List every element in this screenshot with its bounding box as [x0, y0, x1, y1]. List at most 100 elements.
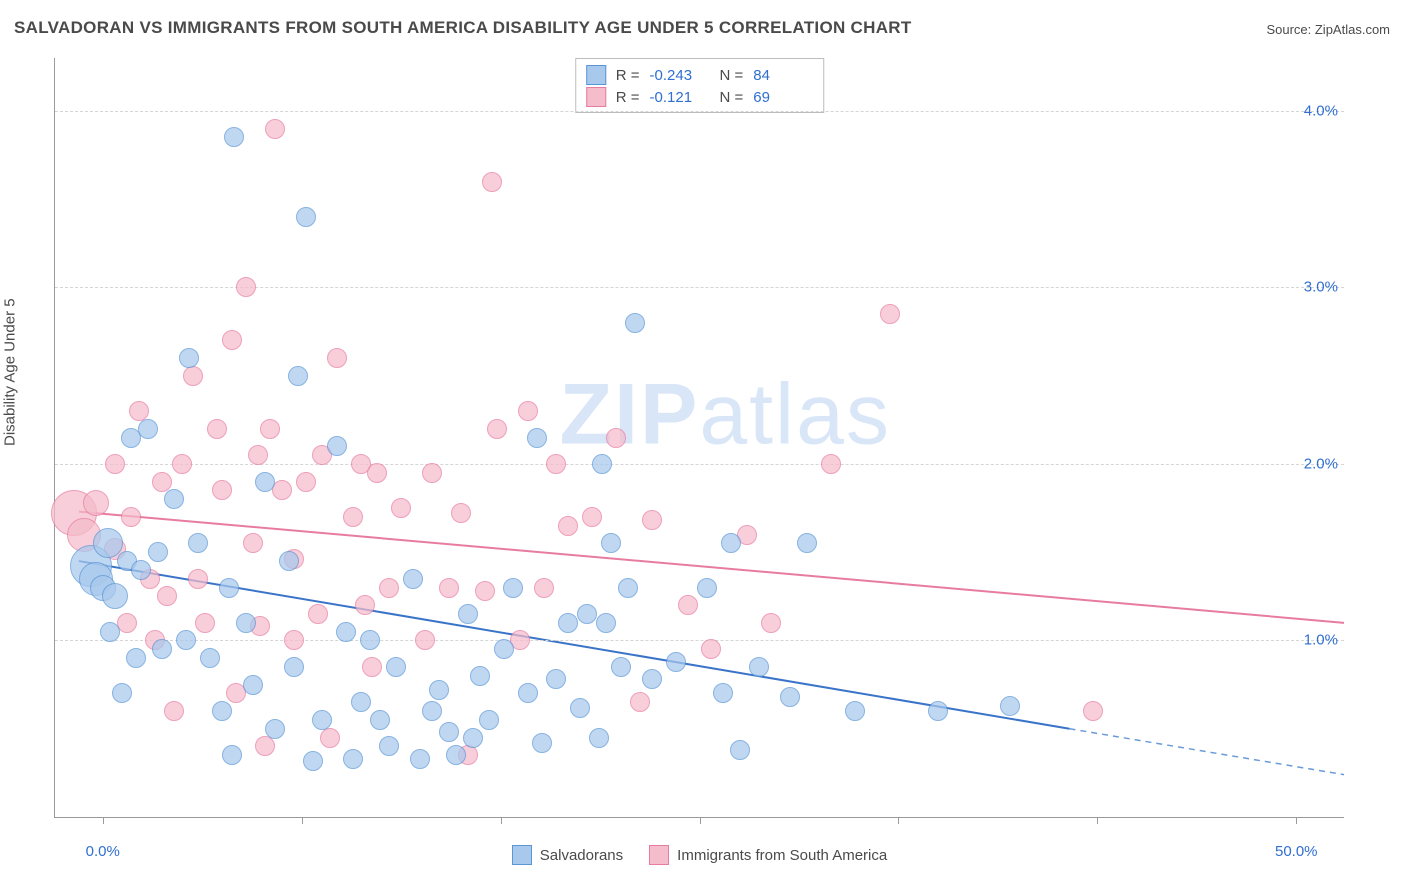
scatter-point — [678, 595, 698, 615]
scatter-point — [494, 639, 514, 659]
series-swatch — [512, 845, 532, 865]
scatter-point — [618, 578, 638, 598]
scatter-point — [630, 692, 650, 712]
scatter-point — [379, 578, 399, 598]
x-tick — [898, 817, 899, 824]
scatter-point — [183, 366, 203, 386]
scatter-point — [422, 463, 442, 483]
gridline — [55, 640, 1344, 641]
scatter-point — [761, 613, 781, 633]
scatter-point — [880, 304, 900, 324]
series-swatch — [586, 65, 606, 85]
scatter-point — [749, 657, 769, 677]
scatter-point — [83, 490, 109, 516]
scatter-point — [100, 622, 120, 642]
scatter-point — [596, 613, 616, 633]
scatter-point — [219, 578, 239, 598]
legend-row: R = -0.121 N = 69 — [586, 86, 814, 108]
legend-row: R = -0.243 N = 84 — [586, 64, 814, 86]
scatter-point — [296, 472, 316, 492]
x-tick-label: 50.0% — [1275, 843, 1318, 860]
bottom-legend: Salvadorans Immigrants from South Americ… — [55, 845, 1344, 865]
legend-item: Salvadorans — [512, 845, 623, 865]
series-swatch — [586, 87, 606, 107]
scatter-point — [207, 419, 227, 439]
scatter-point — [102, 583, 128, 609]
scatter-point — [255, 736, 275, 756]
scatter-point — [343, 507, 363, 527]
scatter-point — [701, 639, 721, 659]
scatter-point — [518, 401, 538, 421]
x-tick — [700, 817, 701, 824]
scatter-point — [121, 507, 141, 527]
scatter-point — [482, 172, 502, 192]
watermark: ZIPatlas — [560, 365, 891, 464]
scatter-point — [697, 578, 717, 598]
scatter-point — [532, 733, 552, 753]
scatter-point — [730, 740, 750, 760]
scatter-point — [179, 348, 199, 368]
scatter-point — [327, 348, 347, 368]
legend-item: Immigrants from South America — [649, 845, 887, 865]
scatter-point — [713, 683, 733, 703]
x-tick — [1097, 817, 1098, 824]
scatter-point — [176, 630, 196, 650]
scatter-point — [422, 701, 442, 721]
scatter-point — [845, 701, 865, 721]
scatter-point — [224, 127, 244, 147]
scatter-point — [255, 472, 275, 492]
scatter-point — [126, 648, 146, 668]
scatter-point — [589, 728, 609, 748]
scatter-point — [288, 366, 308, 386]
scatter-point — [327, 436, 347, 456]
scatter-point — [518, 683, 538, 703]
scatter-point — [403, 569, 423, 589]
scatter-point — [236, 613, 256, 633]
scatter-point — [642, 510, 662, 530]
stat-value: 84 — [753, 67, 813, 84]
scatter-point — [212, 480, 232, 500]
scatter-point — [1083, 701, 1103, 721]
scatter-point — [463, 728, 483, 748]
x-tick — [302, 817, 303, 824]
scatter-point — [577, 604, 597, 624]
scatter-point — [188, 569, 208, 589]
scatter-point — [534, 578, 554, 598]
scatter-point — [570, 698, 590, 718]
scatter-point — [284, 657, 304, 677]
scatter-point — [243, 675, 263, 695]
scatter-point — [172, 454, 192, 474]
scatter-point — [451, 503, 471, 523]
scatter-point — [367, 463, 387, 483]
scatter-point — [527, 428, 547, 448]
series-swatch — [649, 845, 669, 865]
scatter-point — [558, 613, 578, 633]
scatter-point — [487, 419, 507, 439]
stat-label: N = — [720, 89, 744, 106]
chart-title: SALVADORAN VS IMMIGRANTS FROM SOUTH AMER… — [14, 18, 912, 38]
scatter-point — [308, 604, 328, 624]
scatter-point — [265, 719, 285, 739]
scatter-point — [152, 639, 172, 659]
scatter-point — [582, 507, 602, 527]
x-tick — [501, 817, 502, 824]
scatter-point — [410, 749, 430, 769]
stat-label: R = — [616, 89, 640, 106]
trend-lines — [55, 58, 1344, 817]
scatter-point — [195, 613, 215, 633]
scatter-point — [188, 533, 208, 553]
scatter-point — [928, 701, 948, 721]
scatter-point — [458, 604, 478, 624]
scatter-point — [248, 445, 268, 465]
scatter-point — [131, 560, 151, 580]
stat-label: R = — [616, 67, 640, 84]
x-tick — [1296, 817, 1297, 824]
scatter-point — [212, 701, 232, 721]
stat-value: -0.243 — [650, 67, 710, 84]
scatter-point — [148, 542, 168, 562]
scatter-point — [164, 489, 184, 509]
scatter-point — [362, 657, 382, 677]
scatter-point — [152, 472, 172, 492]
x-tick-label: 0.0% — [86, 843, 120, 860]
scatter-point — [279, 551, 299, 571]
